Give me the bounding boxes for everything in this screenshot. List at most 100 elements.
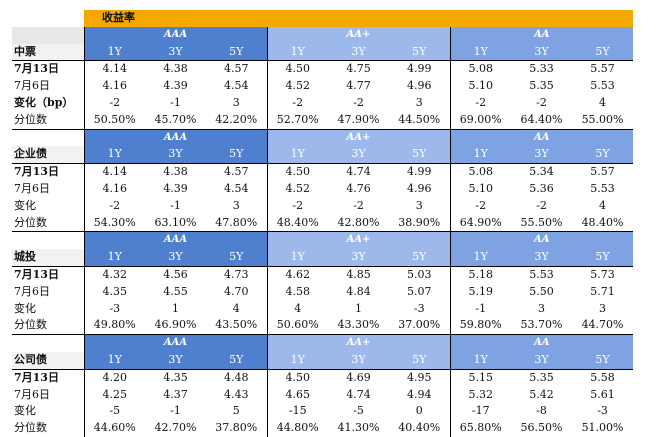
table-cell: 44.50% <box>398 112 441 126</box>
table-cell: -5 <box>83 403 145 421</box>
table-cell: 4.50 <box>266 60 328 79</box>
table-cell: 45.70% <box>154 112 197 126</box>
rating-header: AAA <box>83 334 267 352</box>
tenor-header: 1Y <box>449 146 511 164</box>
table-row: 7月13日 4.14 4.38 4.57 4.50 4.75 4.99 5.08 5.33 5.5… <box>12 60 634 79</box>
table-cell: 38.90% <box>398 215 441 229</box>
row-label: 7月13日 <box>12 60 84 79</box>
tenor-header: 5Y <box>572 351 634 370</box>
tenor-header: 1Y <box>266 249 328 267</box>
table-cell: 3 <box>415 95 423 109</box>
table-cell: 4.74 <box>328 163 389 181</box>
table-cell: -1 <box>170 198 181 212</box>
table-cell: 4.57 <box>206 60 267 79</box>
table-cell: 4.50 <box>266 368 328 387</box>
table-cell: 4.57 <box>206 163 267 181</box>
rating-header-row: AAA AA+ AA <box>12 128 634 147</box>
tenor-header: 1Y <box>449 43 511 61</box>
row-label: 7月6日 <box>14 387 50 401</box>
table-row: 变化 -3 1 4 4 1 -3 -1 3 3 <box>12 300 633 318</box>
table-cell: 5.34 <box>511 163 572 181</box>
table-cell: -2 <box>536 198 547 212</box>
yield-table-body: 收益率 AAA AA+ AA 中票 1Y 3Y 5Y 1Y 3Y 5Y 1Y 3Y 5Y 7月13日 4.1… <box>12 10 634 437</box>
table-cell: 44.70% <box>581 318 624 332</box>
table-cell: 37.00% <box>398 318 441 332</box>
rating-header: AA <box>449 26 634 44</box>
tenor-header: 5Y <box>206 351 267 370</box>
table-cell: 54.30% <box>83 214 145 232</box>
table-cell: 4 <box>266 300 328 318</box>
table-cell: -2 <box>266 197 328 215</box>
row-label: 7月13日 <box>12 265 84 284</box>
row-label: 7月6日 <box>14 79 50 93</box>
table-cell: 4.43 <box>224 387 249 401</box>
table-cell: 4.50 <box>266 163 328 181</box>
table-cell: 56.50% <box>520 421 563 435</box>
tenor-header: 3Y <box>145 43 206 61</box>
table-cell: 4.38 <box>145 60 206 79</box>
table-cell: 5.08 <box>449 60 511 79</box>
table-cell: 5.42 <box>529 387 554 401</box>
table-row: 分位数 49.80% 46.90% 43.50% 50.60% 43.30% 37.00% 5… <box>12 317 633 335</box>
table-cell: 4.16 <box>83 78 145 95</box>
table-cell: 44.80% <box>266 420 328 437</box>
table-cell: 3 <box>415 198 423 212</box>
table-cell: 52.70% <box>266 111 328 130</box>
tenor-header: 3Y <box>328 351 389 370</box>
tenor-header: 1Y <box>266 43 328 61</box>
tenor-header-row: 企业债 1Y 3Y 5Y 1Y 3Y 5Y 1Y 3Y 5Y <box>12 146 634 164</box>
table-cell: -5 <box>353 404 364 418</box>
table-cell: 65.80% <box>449 420 511 437</box>
table-cell: 43.30% <box>337 318 380 332</box>
table-cell: 4.54 <box>224 79 249 93</box>
rating-header: AA+ <box>266 231 450 250</box>
table-cell: 3 <box>232 198 240 212</box>
table-cell: 43.50% <box>215 318 258 332</box>
tenor-header: 5Y <box>206 43 267 61</box>
table-cell: 50.50% <box>83 111 145 130</box>
table-cell: -2 <box>449 94 511 112</box>
table-cell: 4.54 <box>224 181 249 195</box>
table-cell: 3 <box>538 301 545 315</box>
table-row: 分位数 50.50% 45.70% 42.20% 52.70% 47.90% 44.50% 6… <box>12 111 633 130</box>
table-cell: 5.57 <box>572 163 634 181</box>
table-cell: 69.00% <box>449 111 511 130</box>
tenor-header: 3Y <box>511 249 572 267</box>
table-cell: 4.52 <box>266 180 328 198</box>
table-cell: 49.80% <box>83 317 145 335</box>
tenor-header: 3Y <box>145 249 206 267</box>
tenor-header: 5Y <box>389 351 450 370</box>
table-cell: 42.20% <box>215 112 258 126</box>
section-name: 城投 <box>12 249 84 267</box>
table-cell: 5.33 <box>511 60 572 79</box>
table-cell: 59.80% <box>449 317 511 335</box>
table-cell: 4.95 <box>389 368 450 387</box>
table-cell: 4.38 <box>145 163 206 181</box>
table-cell: 40.40% <box>398 421 441 435</box>
tenor-header: 1Y <box>83 43 145 61</box>
table-cell: 4.32 <box>83 265 145 284</box>
rating-header: AAA <box>83 26 267 44</box>
table-cell: 0 <box>415 404 423 418</box>
rating-header: AA+ <box>266 128 450 147</box>
table-cell: 4.96 <box>407 79 432 93</box>
tenor-header: 3Y <box>511 146 572 164</box>
table-cell: 48.40% <box>581 215 624 229</box>
tenor-header: 1Y <box>83 249 145 267</box>
table-cell: 4 <box>599 95 607 109</box>
table-row: 7月13日 4.14 4.38 4.57 4.50 4.74 4.99 5.08 5.34 5.5… <box>12 163 634 181</box>
tenor-header: 3Y <box>328 146 389 164</box>
table-cell: 4.73 <box>206 265 267 284</box>
table-cell: 5.15 <box>449 368 511 387</box>
table-cell: 4.56 <box>145 265 206 284</box>
table-cell: 4.55 <box>163 284 188 298</box>
tenor-header: 1Y <box>266 146 328 164</box>
table-cell: 5.35 <box>529 79 554 93</box>
table-cell: 4.14 <box>83 163 145 181</box>
table-cell: 5 <box>232 404 240 418</box>
tenor-header: 5Y <box>389 249 450 267</box>
table-cell: 5.10 <box>449 78 511 95</box>
table-cell: 4.69 <box>328 368 389 387</box>
row-label: 7月13日 <box>12 368 84 387</box>
row-label: 变化 <box>14 404 36 418</box>
